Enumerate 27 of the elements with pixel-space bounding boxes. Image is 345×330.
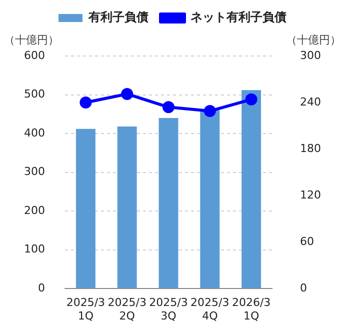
bar bbox=[76, 128, 96, 288]
y2-tick-label: 300 bbox=[300, 48, 322, 62]
x-tick-label: 2025/3 2Q bbox=[108, 296, 146, 322]
y-tick-label: 300 bbox=[24, 165, 45, 178]
y-tick-label: 500 bbox=[24, 88, 45, 101]
y2-axis-title: （十億円） bbox=[286, 33, 341, 46]
x-tick-label: 2025/3 3Q bbox=[149, 296, 188, 322]
y-tick-label: 100 bbox=[24, 242, 45, 256]
bar bbox=[200, 110, 220, 288]
y-axis-title: （十億円） bbox=[4, 33, 59, 46]
bar bbox=[158, 118, 178, 288]
legend-label: ネット有利子負債 bbox=[190, 10, 286, 24]
y-tick-label: 600 bbox=[24, 48, 45, 62]
legend-label: 有利子負債 bbox=[88, 10, 148, 24]
y-tick-label: 200 bbox=[24, 204, 45, 217]
y2-tick-label: 180 bbox=[300, 142, 322, 155]
x-tick-label: 2025/3 1Q bbox=[66, 296, 106, 322]
x-tick-label: 2025/3 4Q bbox=[190, 296, 230, 322]
y2-tick-label: 0 bbox=[300, 281, 308, 294]
bar bbox=[117, 126, 137, 288]
y-tick-label: 0 bbox=[38, 281, 45, 294]
x-tick-label: 2026/3 1Q bbox=[232, 296, 271, 322]
y2-tick-label: 240 bbox=[300, 95, 322, 108]
y2-tick-label: 60 bbox=[300, 234, 314, 248]
y2-tick-label: 120 bbox=[300, 188, 322, 202]
y-tick-label: 400 bbox=[24, 126, 45, 140]
bar bbox=[242, 90, 262, 288]
